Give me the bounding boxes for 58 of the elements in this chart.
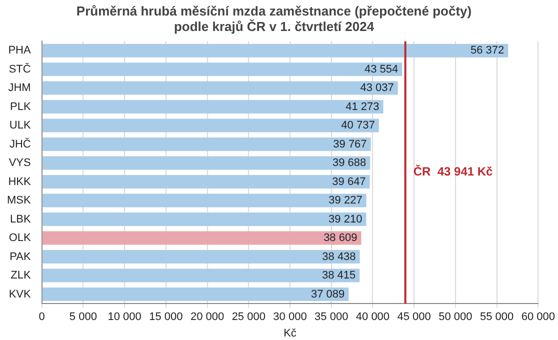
y-tick-label: VYS	[8, 157, 31, 170]
data-label: 39 688	[332, 157, 366, 170]
bar	[42, 100, 384, 114]
data-label: 40 737	[341, 120, 375, 132]
bar	[42, 62, 402, 76]
y-tick-label: PHA	[8, 44, 32, 57]
x-tick-label: 20 000	[190, 311, 224, 324]
x-tick-label: 45 000	[397, 311, 431, 324]
bar	[42, 156, 370, 170]
bar	[42, 44, 508, 58]
data-label: 39 210	[328, 213, 362, 226]
data-label: 43 037	[360, 82, 394, 94]
x-axis-title: Kč	[284, 327, 297, 340]
bar	[42, 231, 362, 245]
y-tick-label: PAK	[10, 250, 32, 263]
x-tick-label: 35 000	[314, 311, 348, 324]
data-label: 43 554	[364, 63, 398, 76]
data-label: 38 438	[322, 250, 356, 263]
x-tick-label: 50 000	[438, 311, 472, 324]
y-tick-label: MSK	[6, 194, 32, 207]
y-tick-label: PLK	[10, 100, 32, 113]
bar	[42, 138, 371, 152]
y-tick-label: KVK	[8, 288, 32, 300]
data-label: 37 089	[310, 288, 345, 300]
ref-line-label: ČR 43 941 Kč	[413, 164, 494, 179]
x-tick-label: 40 000	[356, 311, 390, 324]
y-tick-label: OLK	[8, 232, 32, 244]
x-tick-label: 55 000	[480, 311, 514, 324]
bar	[42, 212, 366, 226]
y-tick-label: LBK	[10, 213, 32, 226]
data-label: 39 227	[328, 194, 362, 207]
data-label: 39 647	[332, 176, 366, 188]
data-label: 38 415	[322, 270, 356, 282]
x-tick-label: 15 000	[149, 311, 183, 324]
bar	[42, 175, 370, 189]
x-tick-label: 5 000	[69, 311, 97, 324]
y-tick-label: ZLK	[10, 270, 32, 282]
data-label: 41 273	[346, 100, 380, 113]
bar	[42, 268, 360, 282]
x-tick-label: 10 000	[108, 311, 142, 324]
y-tick-label: JHM	[8, 82, 31, 94]
bar	[42, 250, 360, 264]
y-tick-label: HKK	[8, 176, 32, 188]
bar	[42, 287, 349, 301]
x-tick-label: 25 000	[232, 311, 266, 324]
chart-title: Průměrná hrubá měsíční mzda zaměstnance (přepočtené počty) podle krajů ČR v 1. čtvrtletí 2024	[76, 3, 472, 34]
data-label: 39 767	[333, 138, 367, 150]
data-label: 38 609	[324, 232, 358, 244]
bar	[42, 194, 366, 208]
y-tick-label: STČ	[8, 62, 31, 76]
bar	[42, 118, 379, 132]
data-label: 56 372	[470, 44, 504, 57]
y-tick-label: JHČ	[9, 137, 31, 150]
y-tick-label: ULK	[9, 120, 32, 132]
x-tick-label: 30 000	[273, 311, 307, 324]
x-tick-label: 60 000	[521, 311, 556, 324]
bar	[42, 81, 398, 95]
x-tick-label: 0	[38, 311, 45, 324]
